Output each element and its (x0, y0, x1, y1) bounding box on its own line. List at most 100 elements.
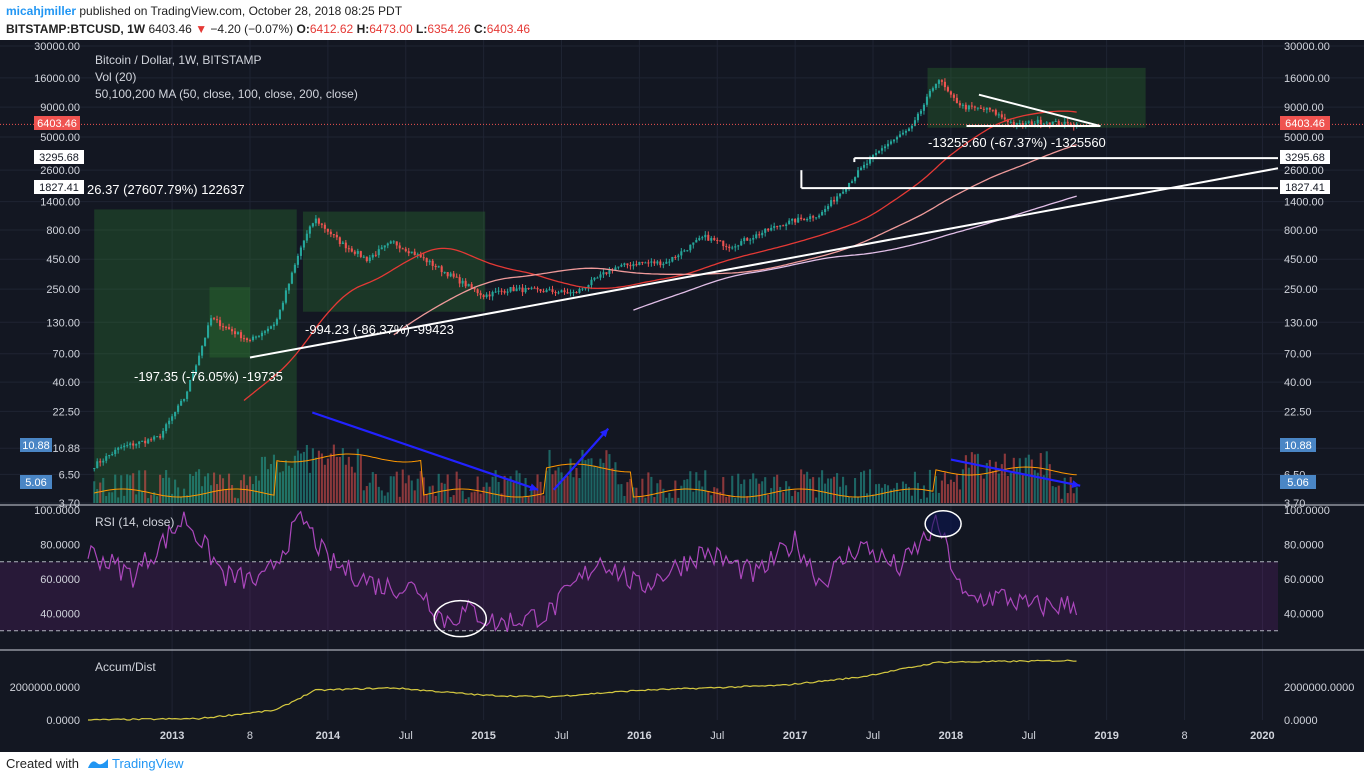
volume-arrow-surge-2015[interactable] (552, 427, 610, 491)
volume-bar[interactable] (976, 453, 979, 503)
candle[interactable] (434, 265, 437, 268)
candle[interactable] (392, 241, 395, 243)
volume-bar[interactable] (695, 472, 698, 503)
volume-bar[interactable] (584, 460, 587, 503)
volume-bar[interactable] (180, 497, 183, 503)
candle[interactable] (737, 245, 740, 247)
candle[interactable] (713, 238, 716, 240)
candle[interactable] (1018, 123, 1021, 125)
volume-bar[interactable] (842, 476, 845, 503)
volume-bar[interactable] (779, 486, 782, 503)
candle[interactable] (257, 336, 261, 338)
candle[interactable] (913, 120, 917, 126)
candle[interactable] (233, 331, 237, 335)
rsi-overbought-circle[interactable] (924, 510, 962, 538)
candle[interactable] (773, 226, 776, 228)
volume-bar[interactable] (764, 477, 767, 503)
volume-bar[interactable] (144, 470, 147, 503)
volume-bar[interactable] (395, 471, 398, 503)
candle[interactable] (967, 105, 970, 110)
time-axis[interactable]: 2013 8 2014 Jul 2015 Jul 2016 Jul 2017 Jul 2018 Jul… (160, 730, 1275, 742)
volume-bar[interactable] (311, 448, 314, 503)
volume-bar[interactable] (898, 491, 902, 503)
drawing-tools[interactable] (249, 93, 1279, 638)
candle[interactable] (521, 287, 524, 293)
volume-bar[interactable] (141, 491, 144, 503)
candle[interactable] (725, 246, 728, 248)
candle[interactable] (183, 398, 186, 401)
volume-bar[interactable] (224, 489, 228, 503)
candle[interactable] (617, 266, 620, 268)
candle[interactable] (299, 247, 302, 256)
candle[interactable] (230, 329, 234, 332)
candle[interactable] (575, 292, 578, 294)
candle[interactable] (904, 130, 908, 133)
candle[interactable] (689, 244, 692, 251)
candle[interactable] (898, 134, 902, 138)
volume-bar[interactable] (401, 469, 404, 503)
volume-bar[interactable] (428, 486, 431, 503)
volume-bar[interactable] (818, 477, 821, 503)
volume-bar[interactable] (362, 490, 365, 503)
volume-bar[interactable] (575, 468, 578, 503)
volume-bar[interactable] (458, 478, 461, 503)
volume-bar[interactable] (189, 473, 192, 503)
volume-bar[interactable] (132, 473, 135, 503)
candle[interactable] (587, 285, 590, 288)
volume-bar[interactable] (515, 470, 518, 503)
volume-bar[interactable] (958, 489, 961, 503)
candle[interactable] (368, 257, 371, 262)
candle[interactable] (287, 283, 290, 291)
candle[interactable] (707, 234, 710, 241)
volume-bar[interactable] (212, 472, 216, 503)
candle[interactable] (195, 365, 198, 374)
volume-bar[interactable] (341, 448, 344, 503)
volume-bar[interactable] (1072, 493, 1075, 503)
volume-bar[interactable] (593, 465, 596, 503)
candle[interactable] (377, 249, 380, 256)
volume-bar[interactable] (467, 497, 470, 503)
volume-bar[interactable] (1042, 475, 1045, 503)
volume-bar[interactable] (356, 448, 359, 503)
candle[interactable] (485, 294, 488, 298)
volume-bar[interactable] (925, 497, 928, 503)
volume-bar[interactable] (865, 493, 869, 503)
volume-bar[interactable] (242, 474, 246, 503)
volume-bar[interactable] (979, 475, 982, 503)
candle[interactable] (141, 440, 144, 442)
volume-bar[interactable] (165, 470, 168, 503)
volume-bar[interactable] (251, 484, 255, 503)
volume-bar[interactable] (830, 478, 833, 503)
candle[interactable] (386, 243, 389, 246)
candle[interactable] (671, 256, 674, 262)
volume-bar[interactable] (476, 476, 479, 503)
candle[interactable] (803, 219, 806, 221)
candle[interactable] (344, 242, 347, 249)
candle[interactable] (123, 445, 126, 448)
candle[interactable] (374, 254, 377, 256)
candle[interactable] (653, 261, 656, 264)
volume-bar[interactable] (263, 456, 267, 503)
volume-bar[interactable] (940, 480, 943, 503)
candle[interactable] (970, 105, 973, 107)
candle[interactable] (527, 287, 530, 289)
candle[interactable] (512, 287, 515, 292)
volume-bar[interactable] (204, 476, 207, 503)
volume-bar[interactable] (1012, 457, 1015, 503)
candle[interactable] (919, 110, 923, 114)
volume-bar[interactable] (488, 486, 491, 503)
candle[interactable] (305, 233, 308, 241)
candle[interactable] (515, 288, 518, 292)
candle[interactable] (335, 234, 338, 238)
volume-bar[interactable] (635, 487, 638, 503)
volume-bar[interactable] (982, 478, 985, 503)
candle[interactable] (599, 274, 602, 278)
candle[interactable] (608, 269, 611, 274)
volume-bar[interactable] (782, 492, 785, 503)
volume-bar[interactable] (587, 458, 590, 503)
volume-bar[interactable] (916, 482, 920, 503)
candle[interactable] (1024, 122, 1027, 126)
volume-bar[interactable] (1027, 454, 1030, 503)
volume-bar[interactable] (572, 477, 575, 503)
volume-bar[interactable] (186, 495, 189, 503)
